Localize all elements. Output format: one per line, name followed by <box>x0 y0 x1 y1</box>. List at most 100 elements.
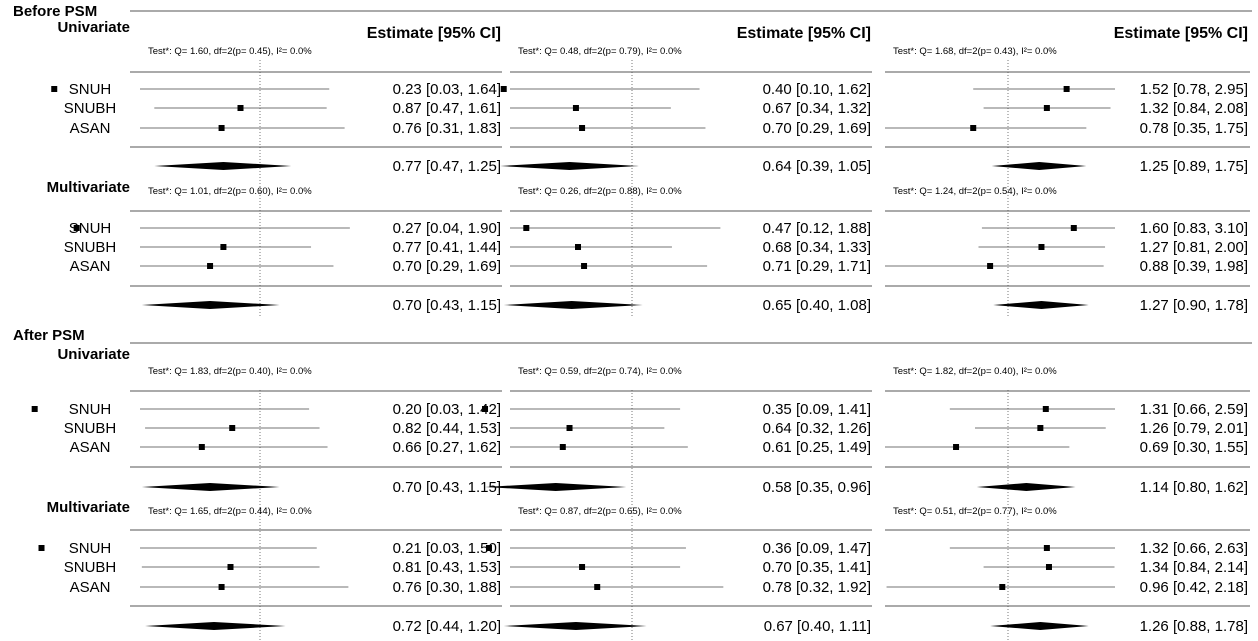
estimate-label: 1.27 [0.81, 2.00] <box>1140 239 1248 256</box>
pooled-diamond <box>503 301 643 309</box>
point-estimate <box>579 564 586 570</box>
estimate-label: 0.40 [0.10, 1.62] <box>763 81 871 98</box>
point-estimate <box>1043 105 1050 111</box>
pooled-estimate-label: 0.72 [0.44, 1.20] <box>393 618 501 635</box>
estimate-column-header: Estimate [95% CI] <box>367 25 501 42</box>
estimate-label: 0.35 [0.09, 1.41] <box>763 401 871 418</box>
pooled-diamond <box>976 483 1076 491</box>
point-estimate <box>500 86 507 92</box>
pooled-estimate-label: 1.14 [0.80, 1.62] <box>1140 479 1248 496</box>
estimate-label: 1.32 [0.84, 2.08] <box>1140 100 1248 117</box>
estimate-label: 1.34 [0.84, 2.14] <box>1140 559 1248 576</box>
heterogeneity-test: Test*: Q= 0.51, df=2(p= 0.77), I²= 0.0% <box>893 506 1057 517</box>
estimate-label: 0.88 [0.39, 1.98] <box>1140 258 1248 275</box>
estimate-label: 0.67 [0.34, 1.32] <box>763 100 871 117</box>
point-estimate <box>575 244 582 250</box>
point-estimate <box>218 584 225 590</box>
pooled-estimate-label: 1.27 [0.90, 1.78] <box>1140 297 1248 314</box>
point-estimate <box>73 225 80 231</box>
pooled-diamond <box>141 301 280 309</box>
estimate-column-header: Estimate [95% CI] <box>737 25 871 42</box>
point-estimate <box>38 545 45 551</box>
pooled-diamond <box>993 301 1089 309</box>
site-label: SNUH <box>69 81 112 98</box>
point-estimate <box>559 444 566 450</box>
estimate-label: 0.70 [0.35, 1.41] <box>763 559 871 576</box>
estimate-label: 0.81 [0.43, 1.53] <box>393 559 501 576</box>
estimate-label: 0.76 [0.31, 1.83] <box>393 120 501 137</box>
estimate-label: 1.60 [0.83, 3.10] <box>1140 220 1248 237</box>
heterogeneity-test: Test*: Q= 0.59, df=2(p= 0.74), I²= 0.0% <box>518 366 682 377</box>
estimate-label: 0.82 [0.44, 1.53] <box>393 420 501 437</box>
point-estimate <box>566 425 573 431</box>
section-title: Before PSM <box>13 3 97 20</box>
pooled-diamond <box>154 162 292 170</box>
point-estimate <box>220 244 227 250</box>
estimate-label: 0.66 [0.27, 1.62] <box>393 439 501 456</box>
heterogeneity-test: Test*: Q= 1.68, df=2(p= 0.43), I²= 0.0% <box>893 46 1057 57</box>
point-estimate <box>987 263 994 269</box>
estimate-label: 1.52 [0.78, 2.95] <box>1140 81 1248 98</box>
heterogeneity-test: Test*: Q= 1.83, df=2(p= 0.40), I²= 0.0% <box>148 366 312 377</box>
site-label: SNUH <box>69 401 112 418</box>
site-label: SNUBH <box>64 239 117 256</box>
estimate-label: 0.36 [0.09, 1.47] <box>763 540 871 557</box>
estimate-label: 0.76 [0.30, 1.88] <box>393 579 501 596</box>
estimate-label: 0.77 [0.41, 1.44] <box>393 239 501 256</box>
pooled-estimate-label: 1.25 [0.89, 1.75] <box>1140 158 1248 175</box>
pooled-estimate-label: 0.67 [0.40, 1.11] <box>764 618 871 635</box>
estimate-label: 0.68 [0.34, 1.33] <box>763 239 871 256</box>
estimate-label: 0.78 [0.35, 1.75] <box>1140 120 1248 137</box>
point-estimate <box>227 564 234 570</box>
estimate-label: 0.21 [0.03, 1.50] <box>393 540 501 557</box>
point-estimate <box>1038 244 1045 250</box>
pooled-estimate-label: 0.58 [0.35, 0.96] <box>763 479 871 496</box>
model-title: Multivariate <box>47 499 130 516</box>
point-estimate <box>953 444 960 450</box>
point-estimate <box>594 584 601 590</box>
pooled-estimate-label: 0.77 [0.47, 1.25] <box>393 158 501 175</box>
estimate-label: 0.71 [0.29, 1.71] <box>763 258 871 275</box>
pooled-diamond <box>485 483 627 491</box>
point-estimate <box>237 105 244 111</box>
pooled-diamond <box>991 162 1087 170</box>
point-estimate <box>523 225 530 231</box>
point-estimate <box>970 125 977 131</box>
heterogeneity-test: Test*: Q= 1.24, df=2(p= 0.54), I²= 0.0% <box>893 186 1057 197</box>
point-estimate <box>198 444 205 450</box>
estimate-label: 0.47 [0.12, 1.88] <box>763 220 871 237</box>
section-title: After PSM <box>13 327 85 344</box>
point-estimate <box>1043 545 1050 551</box>
site-label: SNUH <box>69 540 112 557</box>
estimate-label: 0.64 [0.32, 1.26] <box>763 420 871 437</box>
estimate-label: 0.20 [0.03, 1.42] <box>393 401 501 418</box>
site-label: SNUBH <box>64 559 117 576</box>
site-label: SNUBH <box>64 420 117 437</box>
estimate-label: 1.31 [0.66, 2.59] <box>1140 401 1248 418</box>
point-estimate <box>229 425 236 431</box>
model-title: Univariate <box>57 346 130 363</box>
point-estimate <box>1037 425 1044 431</box>
heterogeneity-test: Test*: Q= 0.48, df=2(p= 0.79), I²= 0.0% <box>518 46 682 57</box>
heterogeneity-test: Test*: Q= 0.26, df=2(p= 0.88), I²= 0.0% <box>518 186 682 197</box>
point-estimate <box>572 105 579 111</box>
estimate-label: 0.78 [0.32, 1.92] <box>763 579 871 596</box>
pooled-diamond <box>145 622 286 630</box>
estimate-label: 0.23 [0.03, 1.64] <box>393 81 501 98</box>
site-label: ASAN <box>70 120 111 137</box>
estimate-label: 0.70 [0.29, 1.69] <box>763 120 871 137</box>
pooled-diamond <box>990 622 1089 630</box>
point-estimate <box>482 406 489 412</box>
pooled-estimate-label: 0.70 [0.43, 1.15] <box>393 297 501 314</box>
point-estimate <box>1045 564 1052 570</box>
point-estimate <box>999 584 1006 590</box>
point-estimate <box>579 125 586 131</box>
pooled-estimate-label: 1.26 [0.88, 1.78] <box>1140 618 1248 635</box>
pooled-estimate-label: 0.64 [0.39, 1.05] <box>763 158 871 175</box>
estimate-label: 0.70 [0.29, 1.69] <box>393 258 501 275</box>
estimate-label: 1.32 [0.66, 2.63] <box>1140 540 1248 557</box>
model-title: Multivariate <box>47 179 130 196</box>
point-estimate <box>581 263 588 269</box>
site-label: ASAN <box>70 258 111 275</box>
